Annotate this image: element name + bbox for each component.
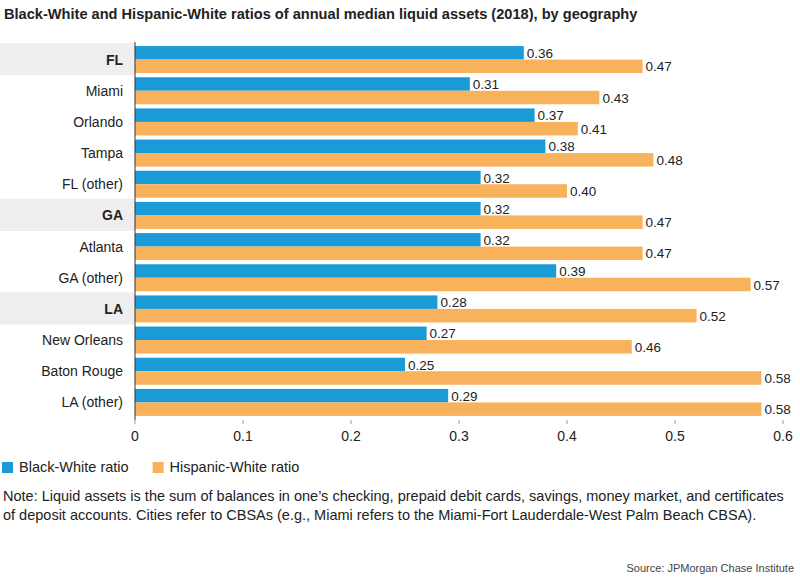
- tick-mark: [135, 420, 136, 424]
- legend-swatch: [2, 462, 13, 473]
- data-label: 0.58: [764, 371, 790, 386]
- bars: [135, 46, 761, 416]
- data-label: 0.40: [570, 184, 596, 199]
- bar: [135, 122, 578, 135]
- tick-mark: [567, 420, 568, 424]
- bar: [135, 91, 599, 105]
- bar: [135, 46, 524, 60]
- bar: [135, 371, 761, 385]
- bar: [135, 309, 697, 323]
- category-label: Orlando: [73, 114, 123, 130]
- data-label: 0.47: [646, 59, 672, 74]
- data-label: 0.31: [473, 77, 499, 92]
- bar: [135, 171, 481, 185]
- bar: [135, 202, 481, 216]
- bar: [135, 278, 751, 292]
- tick-mark: [675, 420, 676, 424]
- data-labels: 0.36 0.31 0.37 0.38 0.32 0.32 0.32 0.39 0.28 0.27…: [408, 46, 791, 417]
- data-label: 0.47: [646, 215, 672, 230]
- bar: [135, 247, 643, 260]
- data-label: 0.46: [635, 340, 661, 355]
- category-label: Atlanta: [79, 239, 123, 255]
- bar: [135, 295, 437, 309]
- data-label: 0.58: [764, 402, 790, 417]
- data-label: 0.27: [430, 326, 456, 341]
- category-label: Tampa: [81, 145, 123, 161]
- data-label: 0.25: [408, 358, 434, 373]
- category-label: FL: [106, 52, 124, 68]
- data-label: 0.38: [548, 139, 574, 154]
- data-label: 0.41: [581, 122, 607, 137]
- category-label: Baton Rouge: [41, 363, 123, 379]
- axis-line: [135, 42, 136, 420]
- bar: [135, 108, 535, 122]
- data-label: 0.39: [559, 264, 585, 279]
- bar: [135, 358, 405, 372]
- data-label: 0.52: [700, 309, 726, 324]
- tick-label: 0.3: [449, 428, 469, 444]
- source: Source: JPMorgan Chase Institute: [626, 562, 794, 574]
- tick-mark: [351, 420, 352, 424]
- data-label: 0.36: [527, 46, 553, 61]
- data-label: 0.48: [656, 153, 682, 168]
- note: Note: Liquid assets is the sum of balanc…: [3, 487, 795, 525]
- bar: [135, 340, 632, 354]
- bar: [135, 215, 643, 229]
- tick-mark: [783, 420, 784, 424]
- category-label: GA: [102, 207, 123, 223]
- bar: [135, 327, 427, 341]
- title: Black-White and Hispanic-White ratios of…: [4, 6, 638, 22]
- tick-label: 0.5: [665, 428, 685, 444]
- bar: [135, 60, 643, 73]
- bar: [135, 389, 448, 403]
- tick-label: 0: [131, 428, 139, 444]
- data-label: 0.29: [451, 389, 477, 404]
- row-shade: [0, 292, 135, 324]
- bar: [135, 77, 470, 91]
- bar: [135, 402, 761, 416]
- tick-mark: [459, 420, 460, 424]
- bar: [135, 233, 481, 247]
- row-shade: [0, 43, 135, 75]
- category-label: FL (other): [62, 176, 123, 192]
- category-label: New Orleans: [42, 332, 123, 348]
- row-shade: [0, 199, 135, 231]
- bar: [135, 140, 545, 154]
- tick-label: 0.6: [773, 428, 793, 444]
- tick-mark: [243, 420, 244, 424]
- data-label: 0.32: [484, 233, 510, 248]
- data-label: 0.43: [602, 91, 628, 106]
- category-label: Miami: [86, 83, 123, 99]
- bar: [135, 264, 556, 278]
- category-label: GA (other): [58, 270, 123, 286]
- data-label: 0.28: [440, 295, 466, 310]
- data-label: 0.37: [538, 108, 564, 123]
- legend-swatch: [153, 462, 164, 473]
- tick-label: 0.1: [233, 428, 253, 444]
- data-label: 0.32: [484, 202, 510, 217]
- data-label: 0.47: [646, 246, 672, 261]
- data-label: 0.57: [754, 278, 780, 293]
- tick-label: 0.4: [557, 428, 577, 444]
- data-label: 0.32: [484, 171, 510, 186]
- bar: [135, 184, 567, 198]
- tick-label: 0.2: [341, 428, 361, 444]
- legend-label: Hispanic-White ratio: [170, 459, 300, 475]
- category-label: LA: [104, 301, 123, 317]
- category-label: LA (other): [62, 394, 123, 410]
- legend-label: Black-White ratio: [19, 459, 129, 475]
- bar: [135, 153, 653, 167]
